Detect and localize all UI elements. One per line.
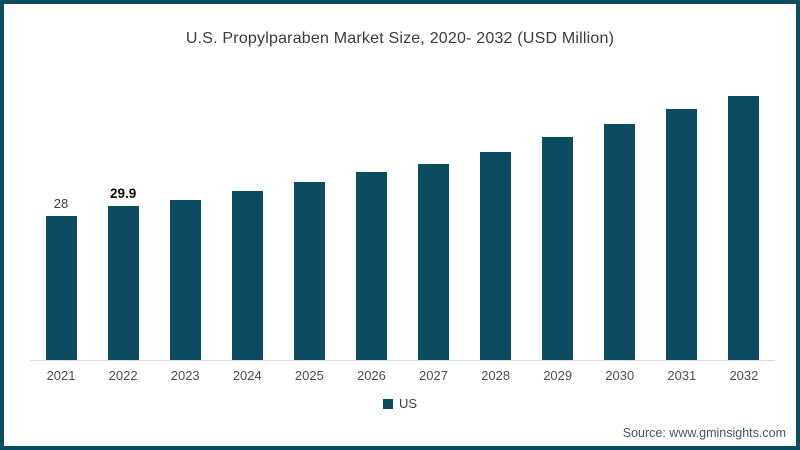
- x-axis-label-2032: 2032: [729, 368, 759, 383]
- bar-2021: [45, 216, 77, 360]
- legend-label: US: [398, 396, 418, 411]
- bar-slot-2031: [651, 65, 713, 360]
- bar-slot-2025: [278, 65, 340, 360]
- bar-2026: [355, 172, 387, 360]
- x-axis-label-2030: 2030: [605, 368, 635, 383]
- bar-2028: [480, 152, 512, 360]
- x-axis-label-2026: 2026: [356, 368, 386, 383]
- legend-marker: [382, 398, 393, 409]
- x-axis-label-2022: 2022: [108, 368, 138, 383]
- bar-slot-2030: [589, 65, 651, 360]
- bar-slot-2029: [527, 65, 589, 360]
- bar-slot-2022: 29.9: [92, 65, 154, 360]
- bar-slot-2027: [402, 65, 464, 360]
- x-axis-label-2024: 2024: [232, 368, 262, 383]
- x-axis-label-2029: 2029: [543, 368, 573, 383]
- bar-2025: [293, 182, 325, 360]
- bar-2030: [604, 124, 636, 360]
- bar-slot-2028: [465, 65, 527, 360]
- bar-slot-2026: [340, 65, 402, 360]
- bar-2032: [728, 96, 760, 360]
- bar-2031: [666, 109, 698, 360]
- chart-title: U.S. Propylparaben Market Size, 2020- 20…: [185, 30, 615, 47]
- bar-2029: [542, 137, 574, 360]
- bar-data-label-2022: 29.9: [109, 186, 137, 201]
- x-axis-label-2028: 2028: [481, 368, 511, 383]
- bar-2027: [418, 164, 449, 360]
- source-attribution: Source: www.gminsights.com: [622, 426, 786, 440]
- x-axis-label-2023: 2023: [170, 368, 200, 383]
- bar-2022: [107, 206, 139, 360]
- x-axis-label-2027: 2027: [419, 368, 448, 383]
- bar-slot-2032: [713, 65, 775, 360]
- bar-2024: [231, 191, 263, 360]
- x-axis: 2021 2022 2023 2024 2025 2026 2027 2028 2029 2030…: [30, 368, 775, 383]
- bar-slot-2021: 28: [30, 65, 92, 360]
- x-axis-label-2021: 2021: [46, 368, 76, 383]
- legend: US: [4, 396, 796, 411]
- x-axis-label-2031: 2031: [667, 368, 697, 383]
- plot-area: 28 29.9: [30, 65, 775, 361]
- bar-data-label-2021: 28: [53, 196, 69, 211]
- bar-slot-2024: [216, 65, 278, 360]
- bar-slot-2023: [154, 65, 216, 360]
- x-axis-label-2025: 2025: [294, 368, 324, 383]
- bar-2023: [169, 200, 201, 360]
